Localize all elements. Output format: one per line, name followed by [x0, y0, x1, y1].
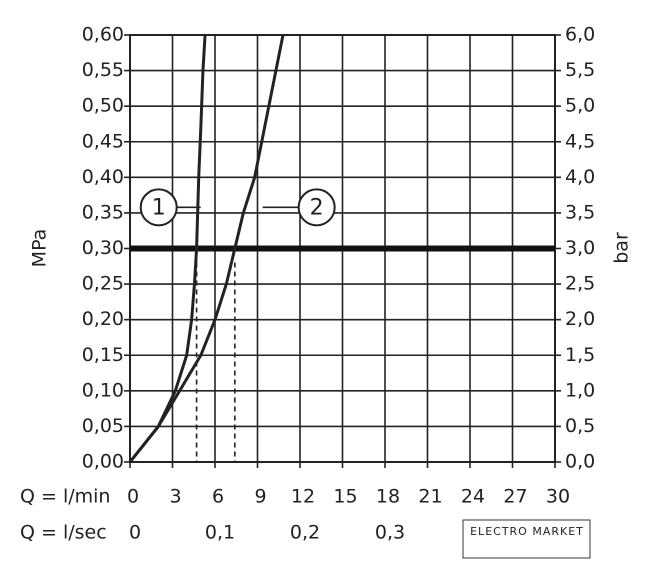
- x-tick-label: 27: [503, 486, 527, 508]
- y2-tick-label: 2,5: [565, 273, 595, 295]
- y2-axis-label: bar: [611, 232, 633, 264]
- legend-label: 1: [152, 195, 166, 220]
- y-tick-label: 0,50: [82, 95, 124, 117]
- x-tick-label: 3: [169, 486, 181, 508]
- x2-tick-label: 0: [129, 522, 141, 544]
- y2-tick-label: 6,0: [565, 24, 595, 46]
- x-tick-label: 21: [418, 486, 442, 508]
- x-tick-label: 0: [127, 486, 139, 508]
- watermark: ELECTRO MARKET: [470, 525, 584, 538]
- y2-tick-label: 2,0: [565, 308, 595, 330]
- y2-tick-label: 5,0: [565, 95, 595, 117]
- x-tick-label: 12: [291, 486, 315, 508]
- y-tick-label: 0,45: [82, 130, 124, 152]
- watermark-box: [462, 519, 591, 559]
- y-tick-label: 0,20: [82, 308, 124, 330]
- y2-tick-label: 1,0: [565, 379, 595, 401]
- x2-tick-label: 0,3: [375, 522, 405, 544]
- y-tick-label: 0,25: [82, 273, 124, 295]
- y2-tick-label: 4,5: [565, 130, 595, 152]
- y-tick-label: 0,05: [82, 415, 124, 437]
- y-tick-label: 0,10: [82, 379, 124, 401]
- x2-tick-label: 0,2: [290, 522, 320, 544]
- y2-tick-label: 1,5: [565, 344, 595, 366]
- y2-tick-label: 0,5: [565, 415, 595, 437]
- x-tick-label: 18: [376, 486, 400, 508]
- y-tick-label: 0,55: [82, 59, 124, 81]
- x-tick-label: 24: [461, 486, 485, 508]
- y2-tick-label: 3,0: [565, 237, 595, 259]
- y-tick-label: 0,15: [82, 344, 124, 366]
- x-tick-label: 15: [333, 486, 357, 508]
- y-tick-label: 0,40: [82, 166, 124, 188]
- y2-tick-label: 5,5: [565, 59, 595, 81]
- x-axis-label: Q = l/min: [20, 486, 110, 508]
- x-tick-label: 6: [212, 486, 224, 508]
- y-tick-label: 0,30: [82, 237, 124, 259]
- line-series: [128, 34, 285, 463]
- line-series: [128, 34, 207, 463]
- callout-circle: [297, 188, 336, 227]
- callout-circle: [139, 188, 178, 227]
- y2-tick-label: 0,0: [565, 451, 595, 473]
- y2-tick-label: 3,5: [565, 201, 595, 223]
- y-tick-label: 0,60: [82, 24, 124, 46]
- x2-tick-label: 0,1: [205, 522, 235, 544]
- x2-axis-label: Q = l/sec: [20, 522, 107, 544]
- y2-tick-label: 4,0: [565, 166, 595, 188]
- x-tick-label: 30: [546, 486, 570, 508]
- x-tick-label: 9: [254, 486, 266, 508]
- y-tick-label: 0,00: [82, 451, 124, 473]
- legend-label: 2: [310, 195, 324, 220]
- y-tick-label: 0,35: [82, 201, 124, 223]
- y-axis-label: MPa: [29, 229, 51, 268]
